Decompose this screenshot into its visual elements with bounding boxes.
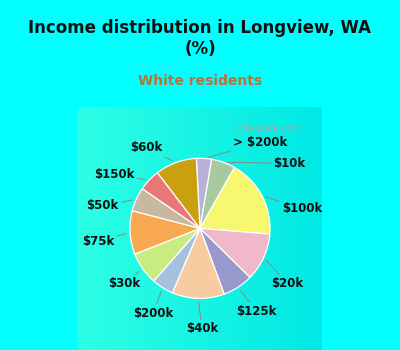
Text: $10k: $10k	[228, 157, 306, 170]
Text: Income distribution in Longview, WA
(%): Income distribution in Longview, WA (%)	[28, 19, 372, 58]
Text: $150k: $150k	[94, 168, 145, 181]
Wedge shape	[196, 158, 212, 229]
Wedge shape	[200, 159, 234, 229]
Text: $40k: $40k	[186, 302, 218, 335]
Text: White residents: White residents	[138, 74, 262, 88]
Text: $60k: $60k	[130, 141, 172, 161]
Text: $100k: $100k	[266, 197, 322, 215]
Text: $125k: $125k	[236, 290, 277, 317]
Text: City-Data.com: City-Data.com	[231, 124, 301, 133]
Text: > $200k: > $200k	[208, 136, 288, 157]
Wedge shape	[135, 229, 200, 281]
Text: $30k: $30k	[108, 271, 140, 290]
Wedge shape	[200, 229, 270, 278]
Text: $50k: $50k	[86, 199, 132, 212]
Wedge shape	[132, 189, 200, 229]
Wedge shape	[158, 159, 200, 229]
Text: $20k: $20k	[266, 261, 304, 290]
Wedge shape	[200, 167, 270, 234]
Text: $200k: $200k	[133, 292, 174, 320]
Wedge shape	[172, 229, 224, 299]
Wedge shape	[200, 229, 250, 294]
Wedge shape	[130, 211, 200, 254]
Wedge shape	[154, 229, 200, 293]
Text: $75k: $75k	[82, 234, 126, 247]
Wedge shape	[142, 173, 200, 229]
